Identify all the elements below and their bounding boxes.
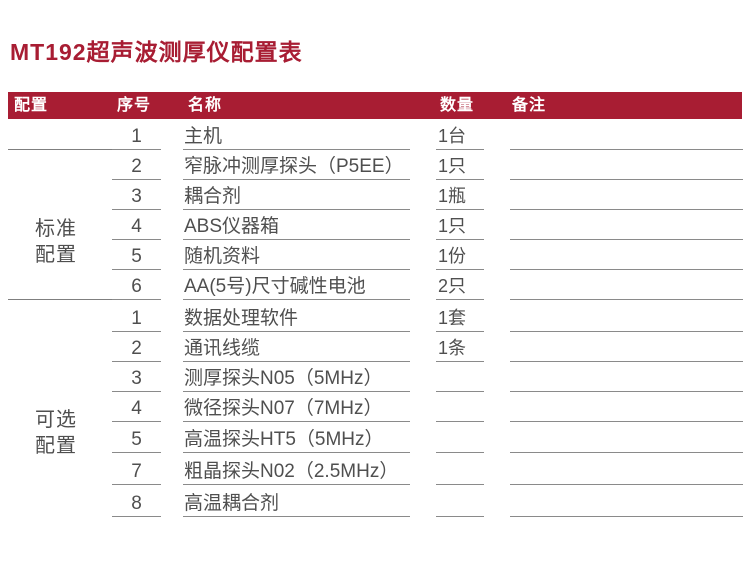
row-index: 6 bbox=[112, 272, 161, 300]
section-label-standard: 标准 配置 bbox=[28, 216, 84, 268]
table-row: 5 随机资料 1份 bbox=[0, 242, 750, 270]
row-name: 主机 bbox=[183, 122, 410, 150]
header-cell-index: 序号 bbox=[117, 97, 152, 114]
row-index: 3 bbox=[112, 364, 161, 392]
section-divider-top bbox=[8, 149, 161, 150]
row-qty: 1条 bbox=[436, 334, 484, 362]
header-cell-name: 名称 bbox=[188, 97, 223, 114]
row-name: 微径探头N07（7MHz） bbox=[183, 394, 410, 422]
row-remark-line bbox=[510, 122, 743, 150]
page-title: MT192超声波测厚仪配置表 bbox=[10, 39, 303, 65]
row-name: 随机资料 bbox=[183, 242, 410, 270]
section-divider-middle bbox=[8, 299, 161, 300]
row-remark-line bbox=[510, 489, 743, 517]
section-label-line: 可选 bbox=[35, 409, 77, 431]
row-remark-line bbox=[510, 272, 743, 300]
row-qty bbox=[436, 489, 484, 517]
row-qty: 1份 bbox=[436, 242, 484, 270]
row-name: AA(5号)尺寸碱性电池 bbox=[183, 272, 410, 300]
section-label-line: 配置 bbox=[35, 244, 77, 266]
table-row: 1 主机 1台 bbox=[0, 122, 750, 150]
row-index: 4 bbox=[112, 212, 161, 240]
row-name: 通讯线缆 bbox=[183, 334, 410, 362]
row-name: 窄脉冲测厚探头（P5EE） bbox=[183, 152, 410, 180]
header-cell-config: 配置 bbox=[14, 97, 49, 114]
row-remark-line bbox=[510, 425, 743, 453]
row-qty: 1只 bbox=[436, 212, 484, 240]
row-qty: 1套 bbox=[436, 304, 484, 332]
row-index: 4 bbox=[112, 394, 161, 422]
row-qty: 1瓶 bbox=[436, 182, 484, 210]
table-row: 7 粗晶探头N02（2.5MHz） bbox=[0, 457, 750, 485]
table-row: 4 微径探头N07（7MHz） bbox=[0, 394, 750, 422]
table-row: 1 数据处理软件 1套 bbox=[0, 304, 750, 332]
row-remark-line bbox=[510, 182, 743, 210]
table-row: 2 窄脉冲测厚探头（P5EE） 1只 bbox=[0, 152, 750, 180]
row-index: 8 bbox=[112, 489, 161, 517]
row-remark-line bbox=[510, 364, 743, 392]
row-name: 粗晶探头N02（2.5MHz） bbox=[183, 457, 410, 485]
table-row: 6 AA(5号)尺寸碱性电池 2只 bbox=[0, 272, 750, 300]
row-remark-line bbox=[510, 334, 743, 362]
row-qty bbox=[436, 457, 484, 485]
row-name: 耦合剂 bbox=[183, 182, 410, 210]
row-qty bbox=[436, 364, 484, 392]
header-cell-qty: 数量 bbox=[440, 97, 475, 114]
row-remark-line bbox=[510, 457, 743, 485]
row-index: 2 bbox=[112, 152, 161, 180]
row-index: 3 bbox=[112, 182, 161, 210]
row-name: 测厚探头N05（5MHz） bbox=[183, 364, 410, 392]
row-remark-line bbox=[510, 304, 743, 332]
header-cell-remark: 备注 bbox=[512, 97, 547, 114]
row-remark-line bbox=[510, 212, 743, 240]
row-qty: 1只 bbox=[436, 152, 484, 180]
section-label-line: 配置 bbox=[35, 435, 77, 457]
section-label-optional: 可选 配置 bbox=[28, 407, 84, 459]
table-row: 3 测厚探头N05（5MHz） bbox=[0, 364, 750, 392]
row-name: 数据处理软件 bbox=[183, 304, 410, 332]
row-index: 1 bbox=[112, 304, 161, 332]
row-index: 5 bbox=[112, 425, 161, 453]
row-index: 7 bbox=[112, 457, 161, 485]
section-label-line: 标准 bbox=[35, 218, 77, 240]
row-remark-line bbox=[510, 394, 743, 422]
row-name: 高温耦合剂 bbox=[183, 489, 410, 517]
row-index: 2 bbox=[112, 334, 161, 362]
row-name: 高温探头HT5（5MHz） bbox=[183, 425, 410, 453]
row-index: 1 bbox=[112, 122, 161, 150]
table-header-bar: 配置 序号 名称 数量 备注 bbox=[8, 92, 742, 119]
row-remark-line bbox=[510, 242, 743, 270]
row-index: 5 bbox=[112, 242, 161, 270]
table-row: 4 ABS仪器箱 1只 bbox=[0, 212, 750, 240]
table-row: 8 高温耦合剂 bbox=[0, 489, 750, 517]
table-row: 2 通讯线缆 1条 bbox=[0, 334, 750, 362]
table-row: 3 耦合剂 1瓶 bbox=[0, 182, 750, 210]
row-remark-line bbox=[510, 152, 743, 180]
row-qty: 2只 bbox=[436, 272, 484, 300]
row-qty: 1台 bbox=[436, 122, 484, 150]
row-name: ABS仪器箱 bbox=[183, 212, 410, 240]
row-qty bbox=[436, 425, 484, 453]
row-qty bbox=[436, 394, 484, 422]
table-row: 5 高温探头HT5（5MHz） bbox=[0, 425, 750, 453]
